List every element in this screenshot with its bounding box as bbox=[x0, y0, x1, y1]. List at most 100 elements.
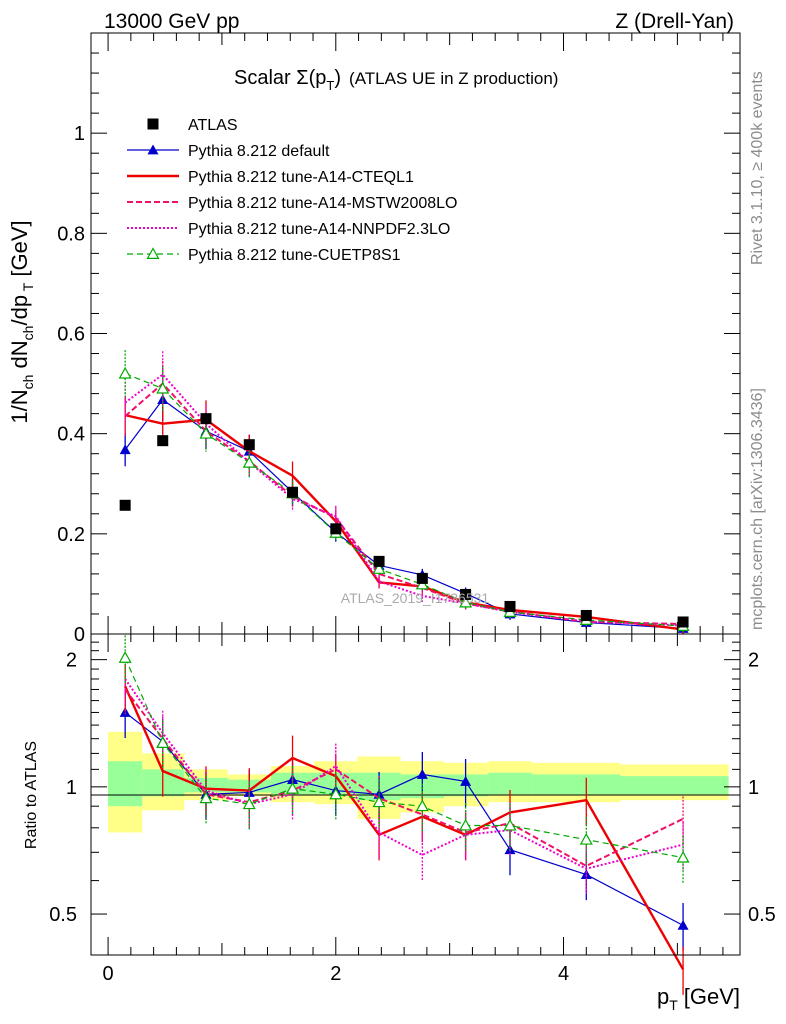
x-axis-label: pT [GeV] bbox=[657, 984, 740, 1013]
rivet-version-label: Rivet 3.1.10, ≥ 400k events bbox=[749, 71, 766, 265]
ratio-ytick-label-right: 2 bbox=[748, 650, 759, 672]
band-inner bbox=[108, 761, 143, 807]
main-x-ticks bbox=[107, 33, 724, 634]
legend-label-CTEQL1: Pythia 8.212 tune-A14-CTEQL1 bbox=[188, 169, 414, 186]
ratio-point-default bbox=[416, 768, 428, 779]
legend-label-NNPDF: Pythia 8.212 tune-A14-NNPDF2.3LO bbox=[188, 221, 450, 238]
band-inner bbox=[531, 774, 621, 795]
main-point-ATLAS bbox=[200, 413, 212, 425]
main-point-ATLAS bbox=[460, 588, 472, 600]
ratio-point-default bbox=[580, 869, 592, 879]
main-line-CTEQL1 bbox=[124, 413, 684, 631]
legend-entry-ATLAS: ATLAS bbox=[147, 117, 238, 134]
main-point-CUETP8S1 bbox=[459, 595, 473, 608]
ratio-line-NNPDF bbox=[124, 678, 684, 870]
legend-marker-default bbox=[147, 144, 159, 155]
ratio-y-label: Ratio to ATLAS bbox=[23, 741, 40, 849]
ratio-ytick-label-left: 1 bbox=[66, 777, 77, 799]
legend-entry-default: Pythia 8.212 default bbox=[127, 143, 330, 160]
main-point-ATLAS bbox=[416, 572, 428, 584]
main-point-CUETP8S1 bbox=[118, 366, 132, 379]
ratio-panel: 0.5 0.5 1 1 2 2 0 2 4 Ratio to ATLAS pT [GeV] bbox=[23, 633, 776, 1013]
ratio-point-CUETP8S1 bbox=[329, 787, 343, 800]
main-line-NNPDF bbox=[124, 373, 684, 627]
legend-label-CUETP8S1: Pythia 8.212 tune-CUETP8S1 bbox=[188, 247, 401, 264]
ratio-xtick-label: 2 bbox=[330, 963, 341, 985]
legend-label-MSTW: Pythia 8.212 tune-A14-MSTW2008LO bbox=[188, 195, 457, 212]
main-ytick-label: 0.2 bbox=[57, 524, 85, 546]
ratio-data-layer bbox=[118, 635, 690, 995]
ratio-ytick-label-right: 1 bbox=[748, 777, 759, 799]
ratio-point-CUETP8S1 bbox=[503, 818, 517, 831]
mcplots-label: mcplots.cern.ch [arXiv:1306.3436] bbox=[749, 388, 766, 630]
process-label: Z (Drell-Yan) bbox=[615, 10, 734, 33]
energy-label: 13000 GeV pp bbox=[104, 10, 239, 33]
main-ytick-label: 0.6 bbox=[57, 324, 85, 346]
main-point-ATLAS bbox=[330, 523, 342, 535]
main-point-ATLAS bbox=[157, 435, 169, 447]
main-point-ATLAS bbox=[119, 499, 131, 511]
title-sub: T bbox=[326, 78, 334, 93]
ratio-point-CUETP8S1 bbox=[459, 818, 473, 831]
ratio-point-default bbox=[677, 919, 689, 930]
ratio-line-MSTW bbox=[124, 688, 684, 868]
main-point-ATLAS bbox=[243, 439, 255, 451]
ratio-ytick-label-right: 0.5 bbox=[748, 904, 776, 926]
legend: ATLAS Pythia 8.212 default Pythia 8.212 tu… bbox=[127, 117, 457, 264]
ratio-xtick-label: 0 bbox=[103, 963, 114, 985]
main-point-CUETP8S1 bbox=[372, 562, 386, 574]
main-point-default bbox=[119, 444, 131, 455]
main-ytick-label: 1 bbox=[74, 123, 85, 145]
ratio-xtick-label: 4 bbox=[558, 963, 569, 985]
ratio-point-CUETP8S1 bbox=[242, 797, 256, 810]
x-label-p: p bbox=[657, 984, 669, 1009]
legend-label-default: Pythia 8.212 default bbox=[188, 143, 330, 160]
ratio-line-CUETP8S1 bbox=[124, 657, 684, 859]
main-panel: 0 0.2 0.4 0.6 0.8 1 Scalar Σ(pT) (ATLAS UE in … bbox=[7, 32, 741, 646]
title-prefix: Scalar bbox=[234, 67, 296, 89]
ratio-point-CUETP8S1 bbox=[286, 781, 300, 794]
ratio-point-CUETP8S1 bbox=[579, 832, 593, 845]
main-y-label: 1/Nch dNch/dp T [GeV] bbox=[7, 220, 36, 423]
legend-entry-CUETP8S1: Pythia 8.212 tune-CUETP8S1 bbox=[127, 247, 401, 264]
main-line-CUETP8S1 bbox=[124, 373, 684, 627]
ratio-series-CUETP8S1 bbox=[118, 635, 690, 884]
main-point-CUETP8S1 bbox=[242, 455, 256, 468]
main-title: Scalar Σ(pT) (ATLAS UE in Z production) bbox=[234, 67, 558, 93]
main-ytick-label: 0.8 bbox=[57, 223, 85, 245]
main-y-axis: 0 0.2 0.4 0.6 0.8 1 bbox=[57, 32, 740, 646]
legend-entry-NNPDF: Pythia 8.212 tune-A14-NNPDF2.3LO bbox=[127, 221, 450, 238]
ratio-point-CUETP8S1 bbox=[156, 736, 170, 748]
main-series-ATLAS bbox=[119, 413, 689, 628]
legend-marker-ATLAS bbox=[147, 118, 159, 130]
ratio-point-CUETP8S1 bbox=[199, 791, 213, 804]
uncertainty-bands bbox=[108, 731, 729, 833]
legend-marker-CUETP8S1 bbox=[146, 247, 160, 259]
ratio-frame bbox=[90, 633, 741, 956]
main-point-ATLAS bbox=[580, 609, 592, 621]
ratio-point-CUETP8S1 bbox=[118, 651, 132, 663]
main-point-ATLAS bbox=[677, 616, 689, 628]
main-point-ATLAS bbox=[373, 555, 385, 567]
band-inner bbox=[488, 772, 532, 795]
main-ytick-label: 0 bbox=[74, 624, 85, 646]
ratio-point-CUETP8S1 bbox=[372, 795, 386, 808]
title-suffix: (ATLAS UE in Z production) bbox=[349, 69, 558, 88]
ratio-point-default bbox=[460, 775, 472, 786]
band-inner bbox=[620, 776, 729, 795]
main-point-ATLAS bbox=[504, 600, 516, 612]
ratio-point-default bbox=[119, 706, 131, 717]
title-close: ) bbox=[334, 67, 341, 89]
ratio-y-axis: 0.5 0.5 1 1 2 2 bbox=[49, 641, 776, 956]
main-point-CUETP8S1 bbox=[199, 426, 213, 439]
main-data-layer bbox=[118, 350, 690, 634]
main-ytick-label: 0.4 bbox=[57, 424, 85, 446]
title-sigma: Σ(p bbox=[296, 67, 326, 89]
analysis-watermark: ATLAS_2019_I1736531 bbox=[341, 590, 490, 606]
x-label-sub: T bbox=[669, 997, 678, 1013]
main-point-ATLAS bbox=[287, 486, 299, 498]
ratio-point-CUETP8S1 bbox=[415, 799, 429, 812]
ratio-ytick-label-left: 0.5 bbox=[49, 904, 77, 926]
main-point-CUETP8S1 bbox=[156, 381, 170, 394]
